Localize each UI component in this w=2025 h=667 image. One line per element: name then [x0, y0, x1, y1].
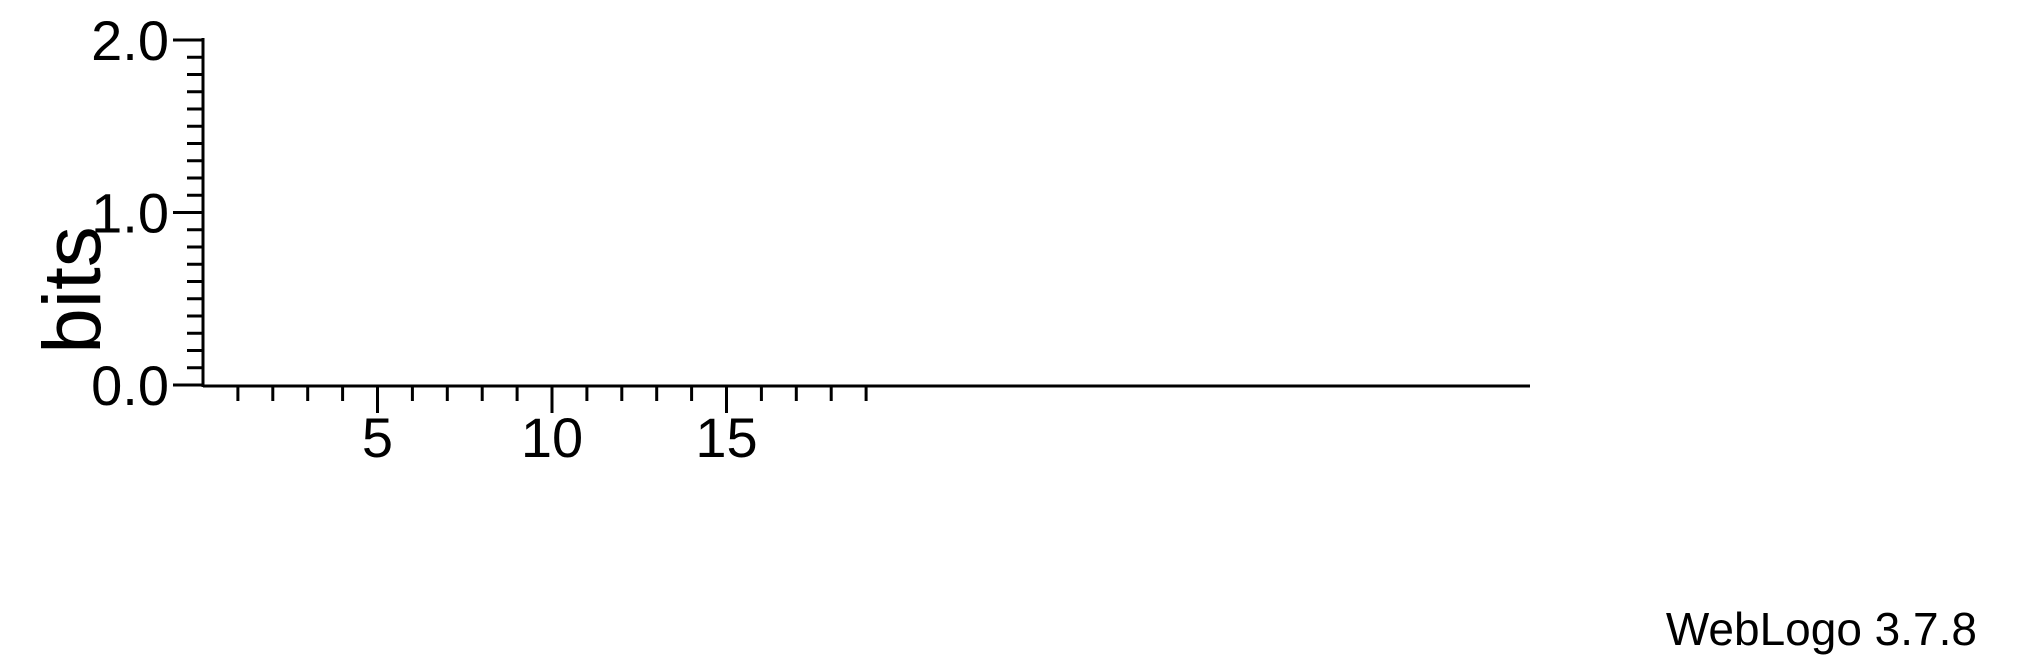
y-tick-label: 2.0	[91, 9, 169, 72]
x-axis: 5 10 15	[203, 384, 1530, 469]
weblogo-credit: WebLogo 3.7.8	[1665, 603, 1977, 655]
x-tick-label: 10	[521, 406, 583, 469]
x-tick-label: 5	[362, 406, 393, 469]
y-tick-label: 0.0	[91, 354, 169, 417]
y-tick-label: 1.0	[91, 182, 169, 245]
y-axis-label: bits	[27, 226, 118, 354]
x-tick-label: 15	[695, 406, 757, 469]
y-axis: 0.0 1.0 2.0	[91, 9, 205, 417]
